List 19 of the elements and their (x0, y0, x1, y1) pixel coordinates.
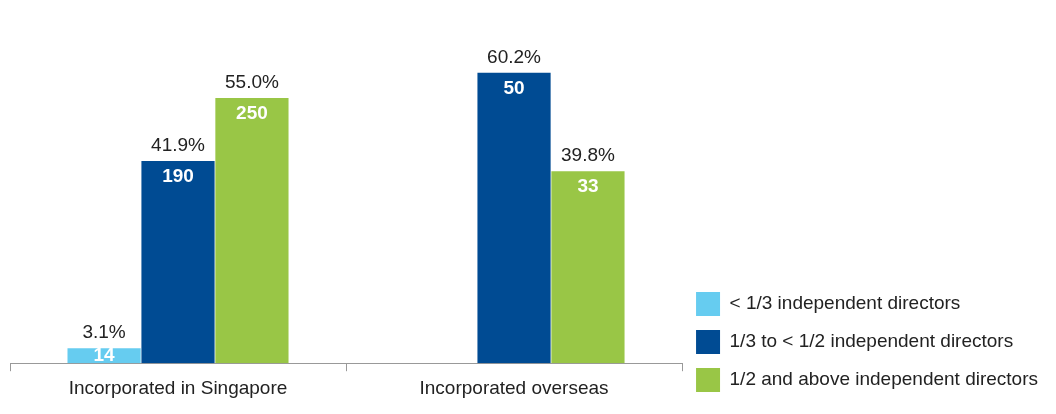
legend-label: < 1/3 independent directors (729, 292, 961, 314)
bar (215, 97, 289, 364)
legend-label: 1/2 and above independent directors (729, 368, 1038, 390)
data-label: 39.8% (561, 143, 615, 165)
x-tick-label: Incorporated in Singapore (68, 376, 288, 398)
bar (551, 171, 625, 364)
bar (141, 161, 215, 364)
annotation: 14 (93, 343, 116, 365)
data-label: 3.1% (82, 320, 126, 342)
annotation: 190 (162, 165, 194, 187)
data-label: 41.9% (151, 133, 206, 155)
bar (477, 72, 551, 364)
annotation: 33 (577, 175, 599, 197)
annotation: 250 (236, 102, 268, 124)
legend-label: 1/3 to < 1/2 independent directors (729, 330, 1014, 352)
annotation: 50 (503, 77, 525, 99)
x-tick-label: Incorporated overseas (419, 376, 609, 398)
data-label: 55.0% (225, 70, 279, 92)
data-label: 60.2% (487, 45, 542, 67)
